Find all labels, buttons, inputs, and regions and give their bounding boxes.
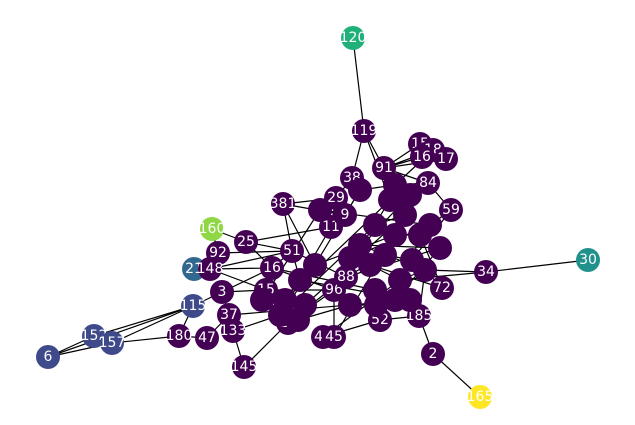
graph-node: 180 [166,324,193,348]
graph-node [338,246,362,270]
graph-node: 6 [36,345,60,369]
graph-node: 165 [467,385,494,409]
graph-node: 17 [434,147,458,171]
graph-node: 45 [322,325,346,349]
graph-node: 133 [220,319,247,343]
node-label: 91 [375,160,393,176]
graph-node: 119 [351,119,378,143]
node-label: 119 [351,123,378,139]
graph-node: 72 [430,276,454,300]
node-label: 9 [341,207,350,223]
node-label: 381 [270,196,297,212]
node-circle [364,293,388,317]
node-circle [428,236,452,260]
node-circle [418,213,442,237]
node-label: 6 [44,349,53,365]
graph-node: 30 [576,248,600,272]
graph-node: 9 [333,203,357,227]
node-circle [338,293,362,317]
graph-node [338,293,362,317]
graph-node: 3 [210,280,234,304]
graph-node: 47 [195,326,219,350]
node-label: 120 [340,30,367,46]
node-label: 25 [237,234,255,250]
node-label: 157 [99,335,126,351]
graph-node: 59 [439,198,463,222]
graph-node [303,253,327,277]
node-label: 84 [419,175,437,191]
node-label: 133 [220,323,247,339]
node-label: 16 [263,260,281,276]
graph-node [413,258,437,282]
node-label: 16 [413,149,431,165]
node-circle [308,198,332,222]
node-label: 45 [325,329,343,345]
graph-node: 2 [421,342,445,366]
graph-node [418,213,442,237]
node-label: 88 [337,269,355,285]
graph-node [428,236,452,260]
graph-node: 145 [231,355,258,379]
graph-node [308,198,332,222]
graph-node: 157 [99,331,126,355]
node-label: 115 [180,298,207,314]
node-label: 51 [283,243,301,259]
node-label: 30 [579,252,597,268]
node-label: 34 [477,264,495,280]
graph-node: 25 [234,230,258,254]
graph-edge [353,38,364,131]
node-circle [286,308,310,332]
node-circle [250,288,274,312]
graph-node [250,288,274,312]
node-label: 148 [197,261,224,277]
graph-node [398,288,422,312]
node-label: 17 [437,151,455,167]
node-label: 160 [199,221,226,237]
graph-node: 160 [199,217,226,241]
node-label: 47 [198,330,216,346]
node-label: 180 [166,328,193,344]
node-label: 72 [433,280,451,296]
graph-node [348,178,372,202]
node-label: 3 [218,284,227,300]
graph-node [364,293,388,317]
node-label: 145 [231,359,258,375]
node-circle [348,178,372,202]
graph-node: 51 [280,239,304,263]
graph-node: 120 [340,26,367,50]
graph-edge [486,260,588,272]
graph-node [286,308,310,332]
node-label: 2 [429,346,438,362]
graph-node: 115 [180,294,207,318]
node-circle [338,246,362,270]
graph-node: 381 [270,192,297,216]
graph-node [398,183,422,207]
node-circle [398,183,422,207]
node-circle [303,253,327,277]
node-circle [398,288,422,312]
graph-node: 16 [410,145,434,169]
graph-node: 34 [474,260,498,284]
node-label: 165 [467,389,494,405]
graph-node: 16 [260,256,284,280]
node-label: 59 [442,202,460,218]
node-circle [413,258,437,282]
